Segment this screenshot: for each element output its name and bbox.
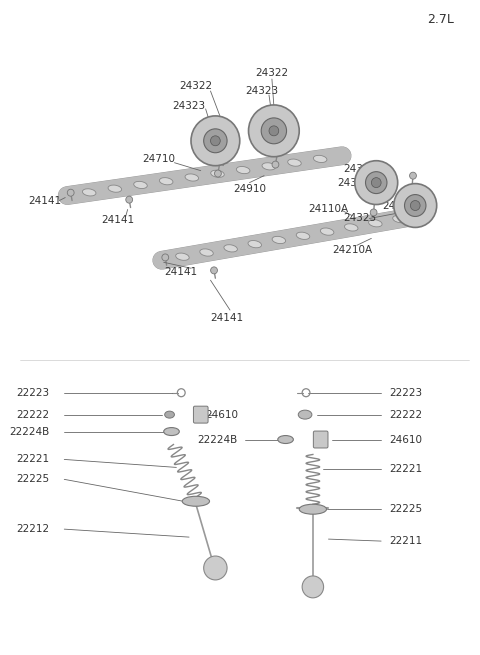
Text: 22224B: 22224B bbox=[10, 426, 49, 436]
Text: 22223: 22223 bbox=[389, 388, 422, 398]
Circle shape bbox=[372, 178, 381, 187]
Ellipse shape bbox=[345, 224, 358, 231]
Circle shape bbox=[355, 160, 398, 204]
Ellipse shape bbox=[278, 436, 293, 443]
Circle shape bbox=[191, 116, 240, 166]
Ellipse shape bbox=[272, 236, 286, 244]
Ellipse shape bbox=[369, 219, 382, 227]
Text: 24322: 24322 bbox=[180, 81, 213, 91]
Ellipse shape bbox=[224, 245, 238, 252]
Circle shape bbox=[272, 161, 279, 168]
Circle shape bbox=[269, 126, 279, 136]
Circle shape bbox=[405, 195, 426, 216]
Ellipse shape bbox=[176, 253, 189, 260]
Ellipse shape bbox=[262, 162, 276, 170]
Text: 24141: 24141 bbox=[165, 267, 198, 277]
Text: 24210A: 24210A bbox=[332, 246, 372, 255]
Ellipse shape bbox=[236, 166, 250, 174]
Circle shape bbox=[365, 172, 387, 194]
Circle shape bbox=[211, 136, 220, 146]
Ellipse shape bbox=[164, 428, 180, 436]
Text: 22222: 22222 bbox=[16, 409, 49, 420]
Ellipse shape bbox=[159, 178, 173, 185]
Text: 24141: 24141 bbox=[211, 313, 244, 323]
Ellipse shape bbox=[298, 410, 312, 419]
Text: 2.7L: 2.7L bbox=[427, 13, 454, 26]
Text: 22224B: 22224B bbox=[198, 434, 238, 445]
Text: 24322: 24322 bbox=[382, 200, 415, 210]
Circle shape bbox=[410, 200, 420, 210]
Text: 22222: 22222 bbox=[389, 409, 422, 420]
Circle shape bbox=[204, 129, 227, 153]
Ellipse shape bbox=[83, 189, 96, 196]
Circle shape bbox=[204, 556, 227, 580]
Ellipse shape bbox=[185, 174, 199, 181]
Ellipse shape bbox=[320, 228, 334, 235]
Text: 22221: 22221 bbox=[16, 455, 49, 464]
Ellipse shape bbox=[288, 159, 301, 166]
Text: 24141: 24141 bbox=[101, 215, 134, 225]
Ellipse shape bbox=[200, 249, 213, 256]
Text: 24323: 24323 bbox=[337, 178, 371, 187]
Ellipse shape bbox=[134, 181, 147, 189]
Circle shape bbox=[211, 267, 217, 274]
Circle shape bbox=[215, 170, 221, 177]
Text: 24322: 24322 bbox=[255, 68, 288, 78]
Text: 22225: 22225 bbox=[16, 474, 49, 484]
Text: 24610: 24610 bbox=[205, 409, 239, 420]
Text: 22223: 22223 bbox=[16, 388, 49, 398]
Circle shape bbox=[302, 576, 324, 598]
Text: 22211: 22211 bbox=[389, 536, 422, 546]
Ellipse shape bbox=[313, 155, 327, 162]
FancyBboxPatch shape bbox=[193, 406, 208, 423]
Ellipse shape bbox=[182, 496, 210, 506]
Ellipse shape bbox=[393, 215, 406, 223]
Text: 24141: 24141 bbox=[28, 196, 61, 206]
Text: 22225: 22225 bbox=[389, 504, 422, 514]
Circle shape bbox=[249, 105, 299, 157]
Circle shape bbox=[126, 196, 132, 203]
Ellipse shape bbox=[299, 504, 326, 514]
FancyBboxPatch shape bbox=[313, 431, 328, 448]
Text: 24323: 24323 bbox=[246, 86, 279, 96]
Text: 24322: 24322 bbox=[343, 164, 376, 174]
Circle shape bbox=[394, 183, 437, 227]
Text: 22212: 22212 bbox=[16, 524, 49, 534]
Ellipse shape bbox=[108, 185, 121, 193]
Text: 24323: 24323 bbox=[172, 101, 205, 111]
Ellipse shape bbox=[296, 232, 310, 240]
Text: 24610: 24610 bbox=[389, 434, 422, 445]
Ellipse shape bbox=[211, 170, 224, 178]
Circle shape bbox=[162, 254, 168, 261]
Circle shape bbox=[67, 189, 74, 196]
Circle shape bbox=[370, 209, 377, 216]
Text: 24110A: 24110A bbox=[309, 204, 348, 214]
Circle shape bbox=[409, 172, 417, 179]
Circle shape bbox=[261, 118, 287, 144]
Ellipse shape bbox=[248, 240, 262, 248]
Text: 24910: 24910 bbox=[233, 183, 266, 194]
Text: 24323: 24323 bbox=[343, 214, 376, 223]
Text: 22221: 22221 bbox=[389, 464, 422, 474]
Ellipse shape bbox=[165, 411, 174, 418]
Text: 24710: 24710 bbox=[143, 154, 175, 164]
